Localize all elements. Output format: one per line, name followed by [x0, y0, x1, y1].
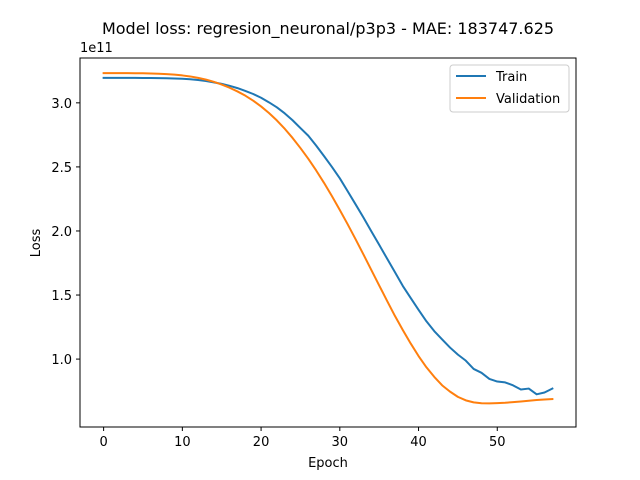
series-layer [102, 72, 554, 405]
y-tick-label: 2.0 [51, 225, 72, 240]
y-tick-label: 3.0 [51, 97, 72, 112]
legend-train-label: Train [495, 70, 527, 85]
y-axis-label: Loss [29, 229, 44, 258]
series-line-train [102, 76, 554, 396]
x-axis-label: Epoch [308, 456, 348, 471]
x-tick-label: 50 [489, 435, 506, 450]
legend: Train Validation [449, 64, 570, 113]
x-tick-label: 20 [253, 435, 270, 450]
y-tick-label: 2.5 [51, 161, 72, 176]
x-tick-label: 0 [99, 435, 107, 450]
x-tick-label: 40 [410, 435, 427, 450]
y-tick-label: 1.5 [51, 289, 72, 304]
y-offset-label: 1e11 [80, 41, 113, 56]
y-tick-label: 1.0 [51, 353, 72, 368]
ticks: 0 10 20 30 40 50 1.0 1.5 2.0 2.5 3.0 [51, 97, 505, 450]
x-tick-label: 30 [332, 435, 349, 450]
legend-validation-label: Validation [496, 92, 560, 107]
axes-frame [79, 57, 577, 428]
x-tick-label: 10 [174, 435, 191, 450]
chart-title: Model loss: regresion_neuronal/p3p3 - MA… [102, 19, 554, 39]
series-line-validation [102, 72, 554, 405]
